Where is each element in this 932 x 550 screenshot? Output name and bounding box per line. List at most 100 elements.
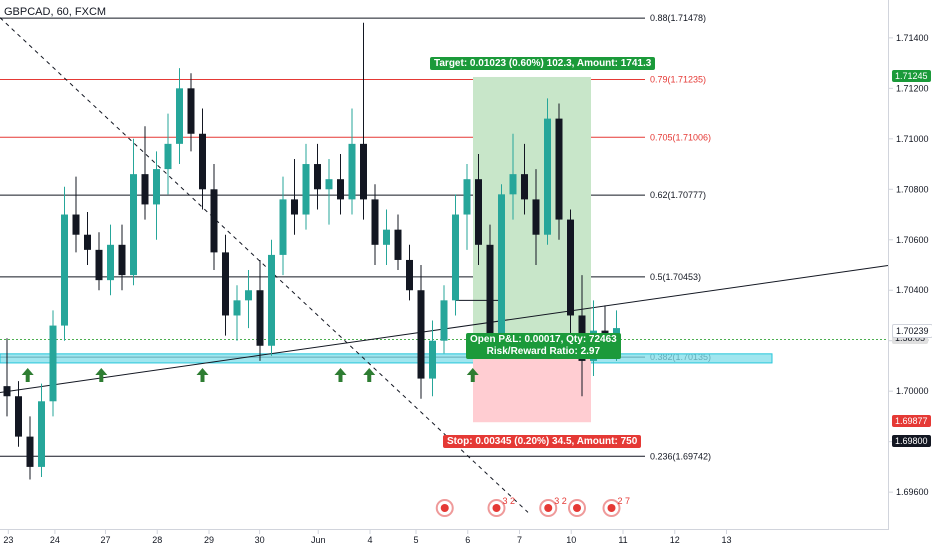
event-count-label: 3 2 (503, 496, 516, 506)
time-tick-label: Jun (311, 535, 326, 545)
candle-body (268, 254, 275, 346)
candle-body (463, 179, 471, 215)
candle-body (486, 244, 494, 341)
price-tick-label: 1.71200 (896, 83, 929, 93)
time-tick-label: 6 (465, 535, 470, 545)
candle-body (544, 118, 551, 235)
candle-body (256, 290, 264, 346)
candle-body (38, 401, 45, 467)
price-tick-label: 1.71400 (896, 33, 929, 43)
price-axis-border (888, 0, 889, 530)
price-tick-label: 1.70600 (896, 235, 929, 245)
candle-body (475, 179, 482, 245)
candle-body (95, 249, 103, 281)
time-tick-label: 7 (517, 535, 522, 545)
fib-level-label: 0.88(1.71478) (650, 13, 706, 23)
time-tick-label: 12 (670, 535, 680, 545)
candle-body (210, 189, 218, 253)
event-count-label: 3 2 (554, 496, 567, 506)
time-axis-border (0, 529, 888, 530)
up-arrow-icon (21, 368, 34, 382)
price-tick-label: 1.70800 (896, 184, 929, 194)
candle-body (245, 290, 252, 301)
candle-body (187, 88, 195, 134)
candle-body (371, 199, 379, 245)
economic-event-dot (607, 504, 616, 512)
support-zone (0, 353, 773, 364)
candle-body (279, 199, 287, 255)
candle-body (107, 244, 114, 281)
price-tick-label: 1.69600 (896, 487, 929, 497)
candle-body (84, 234, 91, 250)
candle-body (302, 164, 310, 215)
axis-price-tag: 1.70239 (892, 323, 932, 338)
candle-body (61, 214, 68, 326)
candle-body (153, 169, 160, 205)
time-tick-label: 29 (204, 535, 214, 545)
candle-body (118, 244, 126, 276)
candle-body (199, 133, 206, 190)
time-tick-label: 24 (50, 535, 60, 545)
candle-body (521, 174, 528, 200)
candle-body (164, 143, 172, 170)
event-count-label: 2 7 (618, 496, 631, 506)
candle-body (532, 199, 540, 235)
candle-body (406, 259, 413, 291)
time-tick-label: 23 (3, 535, 13, 545)
candle-body (130, 174, 137, 276)
stop-label: Stop: 0.00345 (0.20%) 34.5, Amount: 750 (443, 435, 642, 449)
time-tick-label: 10 (566, 535, 576, 545)
candle-body (498, 194, 505, 341)
economic-event-dot (492, 504, 501, 512)
fib-level-label: 0.236(1.69742) (650, 451, 711, 461)
up-arrow-icon (95, 368, 108, 382)
candle-body (141, 174, 149, 205)
candle-body (222, 252, 229, 316)
price-tick-label: 1.70000 (896, 386, 929, 396)
axis-price-tag: 1.69800 (892, 434, 931, 447)
candle-body (26, 436, 34, 467)
open-pnl-text: Open P&L: 0.00017, Qty: 72463 (470, 334, 617, 346)
up-arrow-icon (334, 368, 347, 382)
up-arrow-icon (466, 368, 479, 382)
candle-body (360, 143, 367, 200)
economic-event-dot (544, 504, 553, 512)
candle-body (348, 143, 356, 200)
candle-body (440, 300, 448, 341)
candle-body (555, 118, 563, 220)
fib-level-label: 0.5(1.70453) (650, 272, 701, 282)
candle-body (291, 199, 298, 215)
time-tick-label: 5 (413, 535, 418, 545)
candle-body (325, 179, 333, 190)
candle-body (15, 396, 22, 437)
up-arrow-icon (196, 368, 209, 382)
candle-body (452, 214, 459, 301)
fib-level-label: 0.62(1.70777) (650, 190, 706, 200)
candle-body (429, 340, 436, 379)
axis-price-tag: 1.69877 (892, 415, 931, 428)
candle-body (383, 229, 390, 245)
economic-event-dot (573, 504, 581, 512)
axis-price-tag: 1.71245 (892, 69, 931, 82)
time-tick-label: 30 (255, 535, 265, 545)
candle-body (567, 219, 574, 316)
price-tick-label: 1.70400 (896, 285, 929, 295)
candle-body (417, 290, 425, 379)
candle-body (509, 174, 517, 195)
candle-body (3, 386, 11, 397)
up-arrow-icon (363, 368, 376, 382)
candle-body (72, 214, 80, 235)
fib-level-label: 0.705(1.71006) (650, 132, 711, 142)
symbol-title: GBPCAD, 60, FXCM (4, 6, 107, 18)
target-label: Target: 0.01023 (0.60%) 102.3, Amount: 1… (430, 56, 656, 70)
time-tick-label: 13 (721, 535, 731, 545)
downtrend-line (0, 17, 529, 513)
risk-reward-text: Risk/Reward Ratio: 2.97 (486, 346, 601, 358)
fib-level-label: 0.79(1.71235) (650, 75, 706, 85)
candle-body (233, 300, 241, 316)
position-info: Open P&L: 0.00017, Qty: 72463 Risk/Rewar… (466, 333, 621, 360)
candle-body (176, 88, 183, 144)
time-tick-label: 28 (152, 535, 162, 545)
price-tick-label: 1.71000 (896, 134, 929, 144)
